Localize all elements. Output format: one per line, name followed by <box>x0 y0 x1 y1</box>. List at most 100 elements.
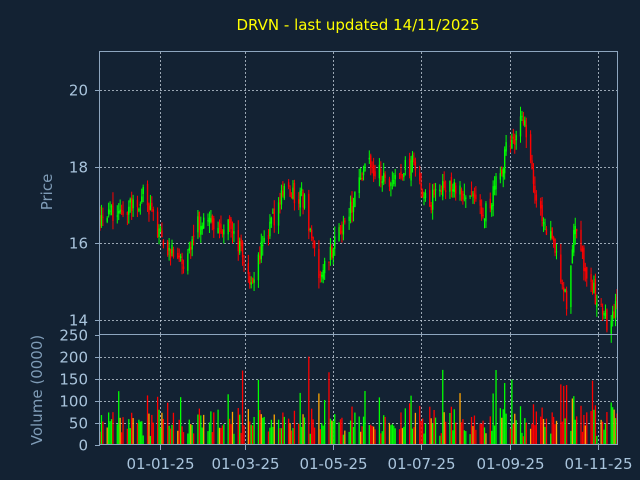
volume-tick-label: 0 <box>78 437 88 455</box>
candle-body <box>374 171 376 177</box>
candle-body <box>544 224 546 226</box>
candle-body <box>555 251 558 253</box>
candle-body <box>292 187 294 199</box>
candle-body <box>136 199 139 208</box>
candle-body <box>512 136 515 139</box>
candle-body <box>364 163 366 172</box>
x-axis-ticks: 01-01-25 01-03-25 01-05-25 01-07-25 01-09-25… <box>126 445 633 473</box>
candle-body <box>351 197 353 213</box>
candle-body <box>293 182 296 204</box>
candle-body <box>463 194 466 196</box>
candle-body <box>159 228 162 231</box>
volume-y-ticks: 0 50 100 150 200 250 <box>59 327 100 455</box>
candle-body <box>300 188 303 191</box>
candle-body <box>453 182 455 192</box>
candle-body <box>482 214 484 216</box>
candle-body <box>574 225 576 235</box>
candle-body <box>218 223 221 228</box>
candle-body <box>253 279 255 283</box>
candle-body <box>263 237 265 242</box>
candle-body <box>220 224 222 233</box>
candle-body <box>198 211 201 231</box>
candle-body <box>529 134 532 161</box>
candle-body <box>449 180 451 192</box>
candle-body <box>475 194 477 200</box>
candle-body <box>166 241 169 256</box>
candle-body <box>122 211 124 215</box>
candle-body <box>272 212 274 214</box>
candle-body <box>479 199 481 206</box>
candle-body <box>524 120 526 126</box>
candle-body <box>372 165 375 176</box>
candle-body <box>591 282 594 291</box>
candle-body <box>586 267 588 279</box>
candle-body <box>413 158 415 163</box>
candle-body <box>318 248 320 279</box>
candle-body <box>440 190 443 193</box>
candle-body <box>250 282 252 285</box>
candle-body <box>210 218 212 222</box>
price-tick-label: 20 <box>69 82 88 100</box>
candle-body <box>414 161 417 171</box>
candle-body <box>260 241 262 260</box>
candle-body <box>596 302 598 307</box>
candle-body <box>452 189 454 192</box>
candle-body <box>146 183 149 206</box>
candle-body <box>554 239 556 253</box>
candle-body <box>211 215 214 223</box>
candle-body <box>462 193 464 200</box>
candle-body <box>112 202 114 222</box>
volume-tick-label: 50 <box>69 415 88 433</box>
price-tick-label: 16 <box>69 235 88 253</box>
candle-body <box>489 198 491 209</box>
candle-body <box>563 287 565 292</box>
candle-body <box>148 203 150 215</box>
candle-body <box>279 199 281 205</box>
candle-body <box>551 228 553 239</box>
candle-body <box>139 203 142 206</box>
candle-body <box>161 230 163 238</box>
candle-body <box>539 201 542 209</box>
candle-body <box>565 290 568 310</box>
volume-panel: 0 50 100 150 200 250 Volume (0000) <box>28 327 618 455</box>
candle-body <box>100 215 103 226</box>
candle-body <box>142 187 144 194</box>
candle-body <box>505 142 507 152</box>
candle-body <box>332 249 334 258</box>
candle-body <box>308 193 310 232</box>
candle-body <box>273 208 275 226</box>
candle-body <box>492 186 494 207</box>
candle-body <box>465 197 467 199</box>
candle-body <box>152 209 154 212</box>
candle-body <box>499 173 502 180</box>
candle-body <box>287 182 290 187</box>
candle-body <box>259 255 261 261</box>
candle-body <box>434 188 437 191</box>
candle-body <box>338 227 340 241</box>
candle-body <box>120 210 123 212</box>
candle-body <box>178 255 180 258</box>
candle-body <box>348 216 350 221</box>
candle-body <box>534 185 536 194</box>
candle-body <box>227 219 229 235</box>
candle-body <box>429 190 431 207</box>
candle-body <box>514 139 516 145</box>
candle-body <box>207 220 209 222</box>
candle-body <box>342 224 345 235</box>
candle-body <box>410 160 412 181</box>
candle-body <box>381 181 383 184</box>
candle-body <box>383 173 385 182</box>
candle-body <box>491 205 493 210</box>
candle-body <box>181 258 183 265</box>
candle-body <box>130 198 133 211</box>
candle-body <box>594 278 597 305</box>
candle-body <box>190 246 192 250</box>
candle-body <box>388 178 391 187</box>
candle-body <box>483 218 486 221</box>
candle-body <box>590 274 592 283</box>
candle-body <box>613 311 615 318</box>
candle-body <box>408 158 411 176</box>
candle-body <box>171 244 173 254</box>
